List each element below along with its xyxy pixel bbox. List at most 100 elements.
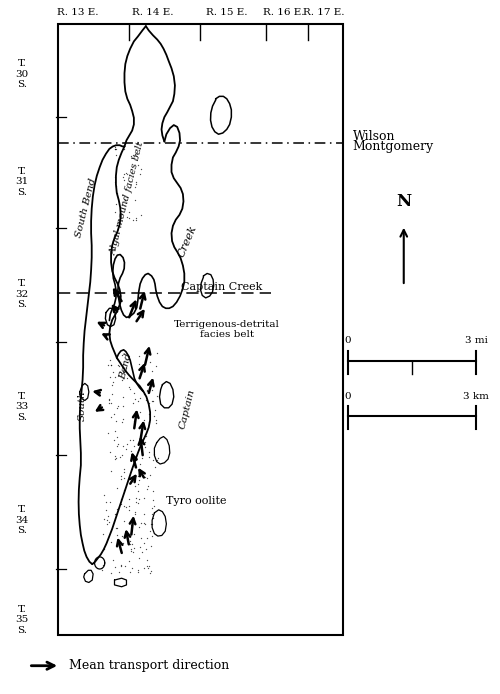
Point xyxy=(132,455,140,466)
Point xyxy=(142,394,150,405)
Point xyxy=(112,523,120,534)
Point xyxy=(114,360,122,371)
Point xyxy=(120,143,128,154)
Point xyxy=(136,393,144,404)
Text: T.
35
S.: T. 35 S. xyxy=(15,605,28,634)
Point xyxy=(128,563,136,574)
Point xyxy=(134,565,142,576)
Point xyxy=(144,408,152,419)
Point xyxy=(106,359,114,371)
Text: 0: 0 xyxy=(344,392,352,401)
Point xyxy=(110,434,118,446)
Point xyxy=(112,144,120,155)
Point xyxy=(118,350,126,361)
Point xyxy=(115,361,123,372)
Text: R. 14 E.: R. 14 E. xyxy=(132,8,173,17)
Point xyxy=(136,493,143,504)
Text: T.
34
S.: T. 34 S. xyxy=(15,505,28,535)
Point xyxy=(129,214,137,226)
Point xyxy=(142,555,150,566)
Point xyxy=(127,520,135,531)
Text: Montgomery: Montgomery xyxy=(352,140,434,153)
Point xyxy=(144,446,152,457)
Point xyxy=(143,384,151,395)
Point xyxy=(130,440,138,451)
Point xyxy=(124,493,132,505)
Point xyxy=(130,387,138,398)
Point xyxy=(132,493,140,504)
Point xyxy=(120,441,128,452)
Point xyxy=(136,459,144,470)
Point xyxy=(112,454,120,465)
Point xyxy=(107,412,115,423)
Point xyxy=(140,509,147,520)
Point xyxy=(122,167,130,178)
Point xyxy=(118,561,126,572)
Point xyxy=(131,393,139,405)
Point xyxy=(144,563,152,574)
Point xyxy=(114,400,122,412)
Point xyxy=(116,473,124,484)
Point xyxy=(129,546,137,557)
Point xyxy=(122,373,130,384)
Point xyxy=(126,151,134,162)
Point xyxy=(144,481,152,492)
Point xyxy=(141,518,149,530)
Point xyxy=(136,518,144,529)
Point xyxy=(122,362,130,373)
Point xyxy=(145,417,153,428)
Point xyxy=(112,144,120,155)
Point xyxy=(146,567,154,578)
Point xyxy=(100,559,108,570)
Point xyxy=(148,396,156,407)
Point xyxy=(154,452,162,463)
Text: T.
33
S.: T. 33 S. xyxy=(15,391,28,421)
Point xyxy=(125,505,133,516)
Point xyxy=(118,374,126,385)
Point xyxy=(134,566,142,577)
Point xyxy=(132,507,140,518)
Point xyxy=(130,459,138,471)
Point xyxy=(132,214,140,226)
Point xyxy=(140,492,148,503)
Point xyxy=(100,490,108,501)
Point xyxy=(136,541,144,552)
Text: Wilson: Wilson xyxy=(352,130,395,143)
Point xyxy=(110,371,118,382)
Text: T.
32
S.: T. 32 S. xyxy=(15,279,28,309)
Text: T.
30
S.: T. 30 S. xyxy=(15,60,28,90)
Point xyxy=(132,212,140,223)
Point xyxy=(128,464,136,475)
Point xyxy=(125,500,133,511)
Text: Captain: Captain xyxy=(178,388,197,430)
Point xyxy=(130,509,138,520)
Text: Creek: Creek xyxy=(176,223,199,259)
Point xyxy=(149,396,157,407)
Point xyxy=(146,565,154,576)
Point xyxy=(118,470,126,481)
Point xyxy=(136,406,144,417)
Point xyxy=(124,207,132,218)
Text: T.
31
S.: T. 31 S. xyxy=(15,167,28,197)
Point xyxy=(148,384,156,396)
Point xyxy=(104,359,112,371)
Point xyxy=(150,462,158,473)
Point xyxy=(112,180,120,192)
Point xyxy=(116,499,124,510)
Point xyxy=(111,143,119,154)
Point xyxy=(125,212,133,223)
Point xyxy=(126,536,134,547)
Point xyxy=(120,169,128,180)
Point xyxy=(113,504,121,515)
Point xyxy=(135,350,143,362)
Point xyxy=(145,397,153,408)
Point xyxy=(120,400,128,412)
Point xyxy=(138,546,146,557)
Point xyxy=(102,514,110,525)
Point xyxy=(144,560,152,571)
Point xyxy=(152,417,160,428)
Point xyxy=(134,522,142,533)
Point xyxy=(120,473,128,484)
Point xyxy=(148,508,156,519)
Point xyxy=(108,397,116,408)
